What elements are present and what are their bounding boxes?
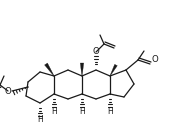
Text: H: H — [51, 106, 57, 115]
Polygon shape — [45, 63, 54, 76]
Polygon shape — [80, 63, 84, 76]
Text: O: O — [93, 47, 99, 56]
Text: H: H — [37, 115, 43, 124]
Text: O: O — [152, 55, 158, 64]
Text: H: H — [107, 106, 113, 115]
Polygon shape — [110, 64, 117, 76]
Text: H: H — [79, 106, 85, 115]
Text: O: O — [5, 86, 11, 95]
